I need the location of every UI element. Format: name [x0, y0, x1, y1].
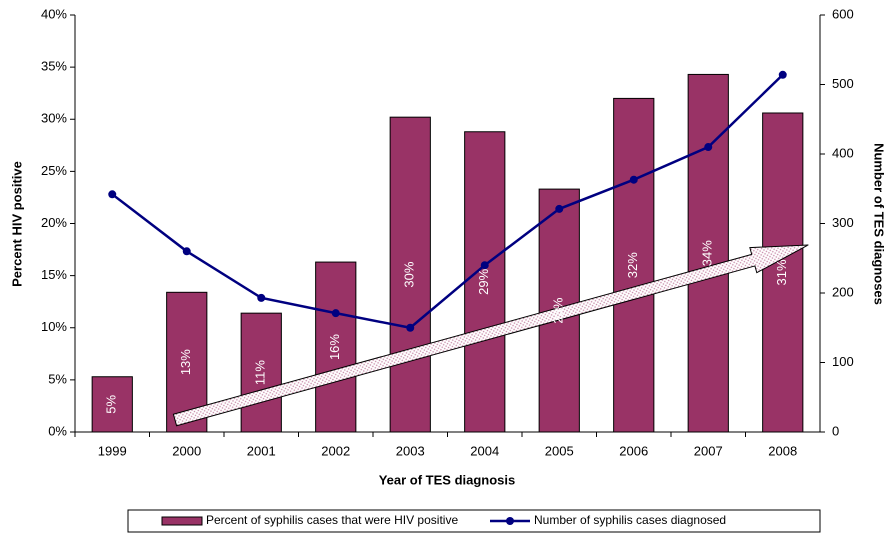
y-tick-label: 40% [41, 6, 67, 21]
x-tick-label: 1999 [98, 443, 127, 458]
bar [240, 312, 282, 433]
bar-value-label: 30% [402, 261, 417, 287]
x-tick-label: 2006 [619, 443, 648, 458]
bar [464, 131, 506, 433]
line-marker [108, 190, 117, 199]
x-tick-label: 2002 [321, 443, 350, 458]
bar-value-label: 29% [476, 268, 491, 294]
bar-value-label: 23% [551, 297, 566, 323]
y2-tick-label: 600 [832, 6, 854, 21]
line-marker [331, 309, 340, 318]
y-tick-label: 5% [48, 371, 67, 386]
line-marker [480, 261, 489, 270]
y2-axis-title: Number of TES diagnoses [872, 143, 887, 305]
line-marker [406, 323, 415, 332]
bar-value-label: 11% [253, 360, 268, 385]
bar-value-label: 32% [625, 252, 640, 278]
legend-box [127, 509, 821, 533]
x-tick-label: 2004 [470, 443, 499, 458]
line-marker [629, 175, 638, 184]
x-tick-label: 2000 [172, 443, 201, 458]
y-tick-label: 35% [41, 59, 67, 74]
x-tick-label: 2005 [545, 443, 574, 458]
bar [762, 112, 804, 433]
legend-swatch [161, 516, 203, 526]
bar-value-label: 31% [774, 259, 789, 285]
y2-tick-label: 400 [832, 145, 854, 160]
line-marker [257, 293, 266, 302]
bar [91, 376, 133, 433]
y2-tick-label: 500 [832, 76, 854, 91]
x-tick-label: 2003 [396, 443, 425, 458]
x-tick-label: 2001 [247, 443, 276, 458]
legend-label: Number of syphilis cases diagnosed [534, 513, 726, 527]
y-tick-label: 25% [41, 163, 67, 178]
legend-label: Percent of syphilis cases that were HIV … [206, 513, 458, 527]
bar-value-label: 34% [700, 240, 715, 266]
x-tick-label: 2008 [768, 443, 797, 458]
line-marker [182, 247, 191, 256]
bar [389, 116, 431, 433]
line-marker [704, 143, 713, 152]
bar [315, 261, 357, 433]
bar-value-label: 16% [327, 334, 342, 360]
line-marker [778, 70, 787, 79]
y-tick-label: 10% [41, 319, 67, 334]
bar-value-label: 5% [104, 395, 119, 414]
bar-value-label: 13% [178, 349, 193, 375]
y-tick-label: 0% [48, 423, 67, 438]
y2-tick-label: 100 [832, 354, 854, 369]
line-marker [555, 204, 564, 213]
trend-arrow [172, 244, 809, 427]
y2-tick-label: 200 [832, 284, 854, 299]
y2-tick-label: 0 [832, 423, 839, 438]
y-tick-label: 20% [41, 215, 67, 230]
y-tick-label: 30% [41, 111, 67, 126]
x-axis-title: Year of TES diagnosis [379, 472, 516, 487]
y2-tick-label: 300 [832, 215, 854, 230]
line [111, 73, 784, 330]
y-axis-title: Percent HIV positive [9, 161, 24, 287]
x-tick-label: 2007 [694, 443, 723, 458]
bar [613, 97, 655, 433]
y-tick-label: 15% [41, 267, 67, 282]
legend-swatch-marker [506, 517, 514, 525]
